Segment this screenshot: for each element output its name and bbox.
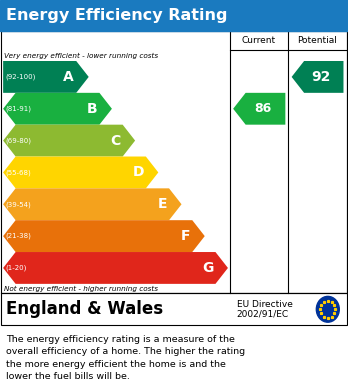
Polygon shape [3,220,205,252]
Polygon shape [292,61,343,93]
Text: G: G [202,261,213,275]
Text: (21-38): (21-38) [6,233,31,239]
Text: Very energy efficient - lower running costs: Very energy efficient - lower running co… [4,52,158,59]
Text: (39-54): (39-54) [6,201,31,208]
Text: B: B [87,102,97,116]
Polygon shape [233,93,285,125]
Text: (55-68): (55-68) [6,169,31,176]
Text: 92: 92 [311,70,331,84]
Text: Current: Current [242,36,276,45]
Circle shape [316,296,339,322]
Text: Not energy efficient - higher running costs: Not energy efficient - higher running co… [4,285,158,292]
Bar [0,0,348,31]
Text: (69-80): (69-80) [6,137,32,144]
Text: England & Wales: England & Wales [6,300,164,318]
Text: C: C [110,134,120,147]
Text: The energy efficiency rating is a measure of the
overall efficiency of a home. T: The energy efficiency rating is a measur… [6,335,245,381]
Text: 86: 86 [254,102,271,115]
Polygon shape [3,61,89,93]
Text: EU Directive
2002/91/EC: EU Directive 2002/91/EC [237,300,293,319]
Bar [1,293,347,325]
Bar [1,31,347,293]
Text: E: E [158,197,167,211]
Text: Potential: Potential [298,36,338,45]
Polygon shape [3,93,112,125]
Polygon shape [3,252,228,284]
Text: (81-91): (81-91) [6,106,32,112]
Text: D: D [132,165,144,179]
Text: A: A [63,70,74,84]
Polygon shape [3,188,182,220]
Text: F: F [181,229,190,243]
Text: (92-100): (92-100) [6,74,36,80]
Text: (1-20): (1-20) [6,265,27,271]
Polygon shape [3,125,135,156]
Text: Energy Efficiency Rating: Energy Efficiency Rating [6,8,228,23]
Polygon shape [3,156,158,188]
